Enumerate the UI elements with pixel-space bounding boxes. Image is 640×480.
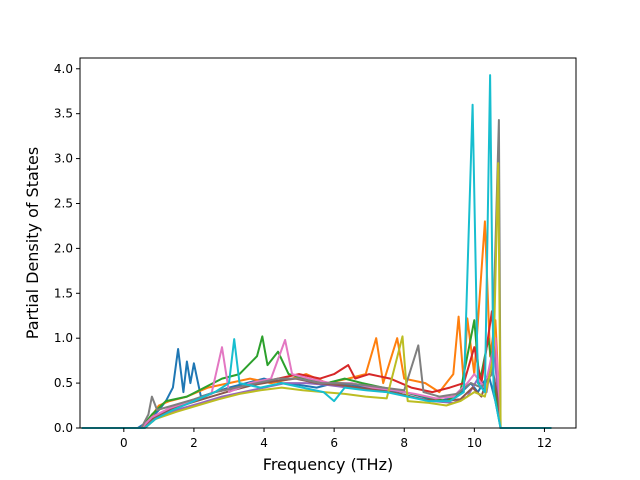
- series-line-10: [81, 74, 552, 429]
- y-tick-label: 1.0: [54, 331, 73, 345]
- y-axis: 0.0 0.5 1.0 1.5 2.0 2.5 3.0 3.5 4.0: [54, 62, 80, 435]
- x-tick-label: 12: [537, 436, 552, 450]
- y-tick-label: 3.5: [54, 107, 73, 121]
- series-line-9: [81, 162, 552, 429]
- y-tick-label: 3.0: [54, 152, 73, 166]
- y-tick-label: 2.5: [54, 196, 73, 210]
- x-tick-label: 4: [260, 436, 268, 450]
- y-tick-label: 2.0: [54, 241, 73, 255]
- x-tick-label: 8: [400, 436, 408, 450]
- x-tick-label: 0: [120, 436, 128, 450]
- y-tick-label: 4.0: [54, 62, 73, 76]
- series-line-8: [81, 119, 552, 429]
- x-tick-label: 6: [330, 436, 338, 450]
- y-tick-label: 0.0: [54, 421, 73, 435]
- x-axis-label: Frequency (THz): [263, 455, 393, 474]
- x-tick-label: 10: [467, 436, 482, 450]
- x-tick-label: 2: [190, 436, 198, 450]
- series-group: [81, 74, 552, 429]
- plot-frame: [79, 57, 577, 429]
- y-axis-label: Partial Density of States: [23, 147, 42, 339]
- y-tick-label: 1.5: [54, 286, 73, 300]
- x-axis: 0 2 4 6 8 10 12: [120, 428, 552, 450]
- y-tick-label: 0.5: [54, 376, 73, 390]
